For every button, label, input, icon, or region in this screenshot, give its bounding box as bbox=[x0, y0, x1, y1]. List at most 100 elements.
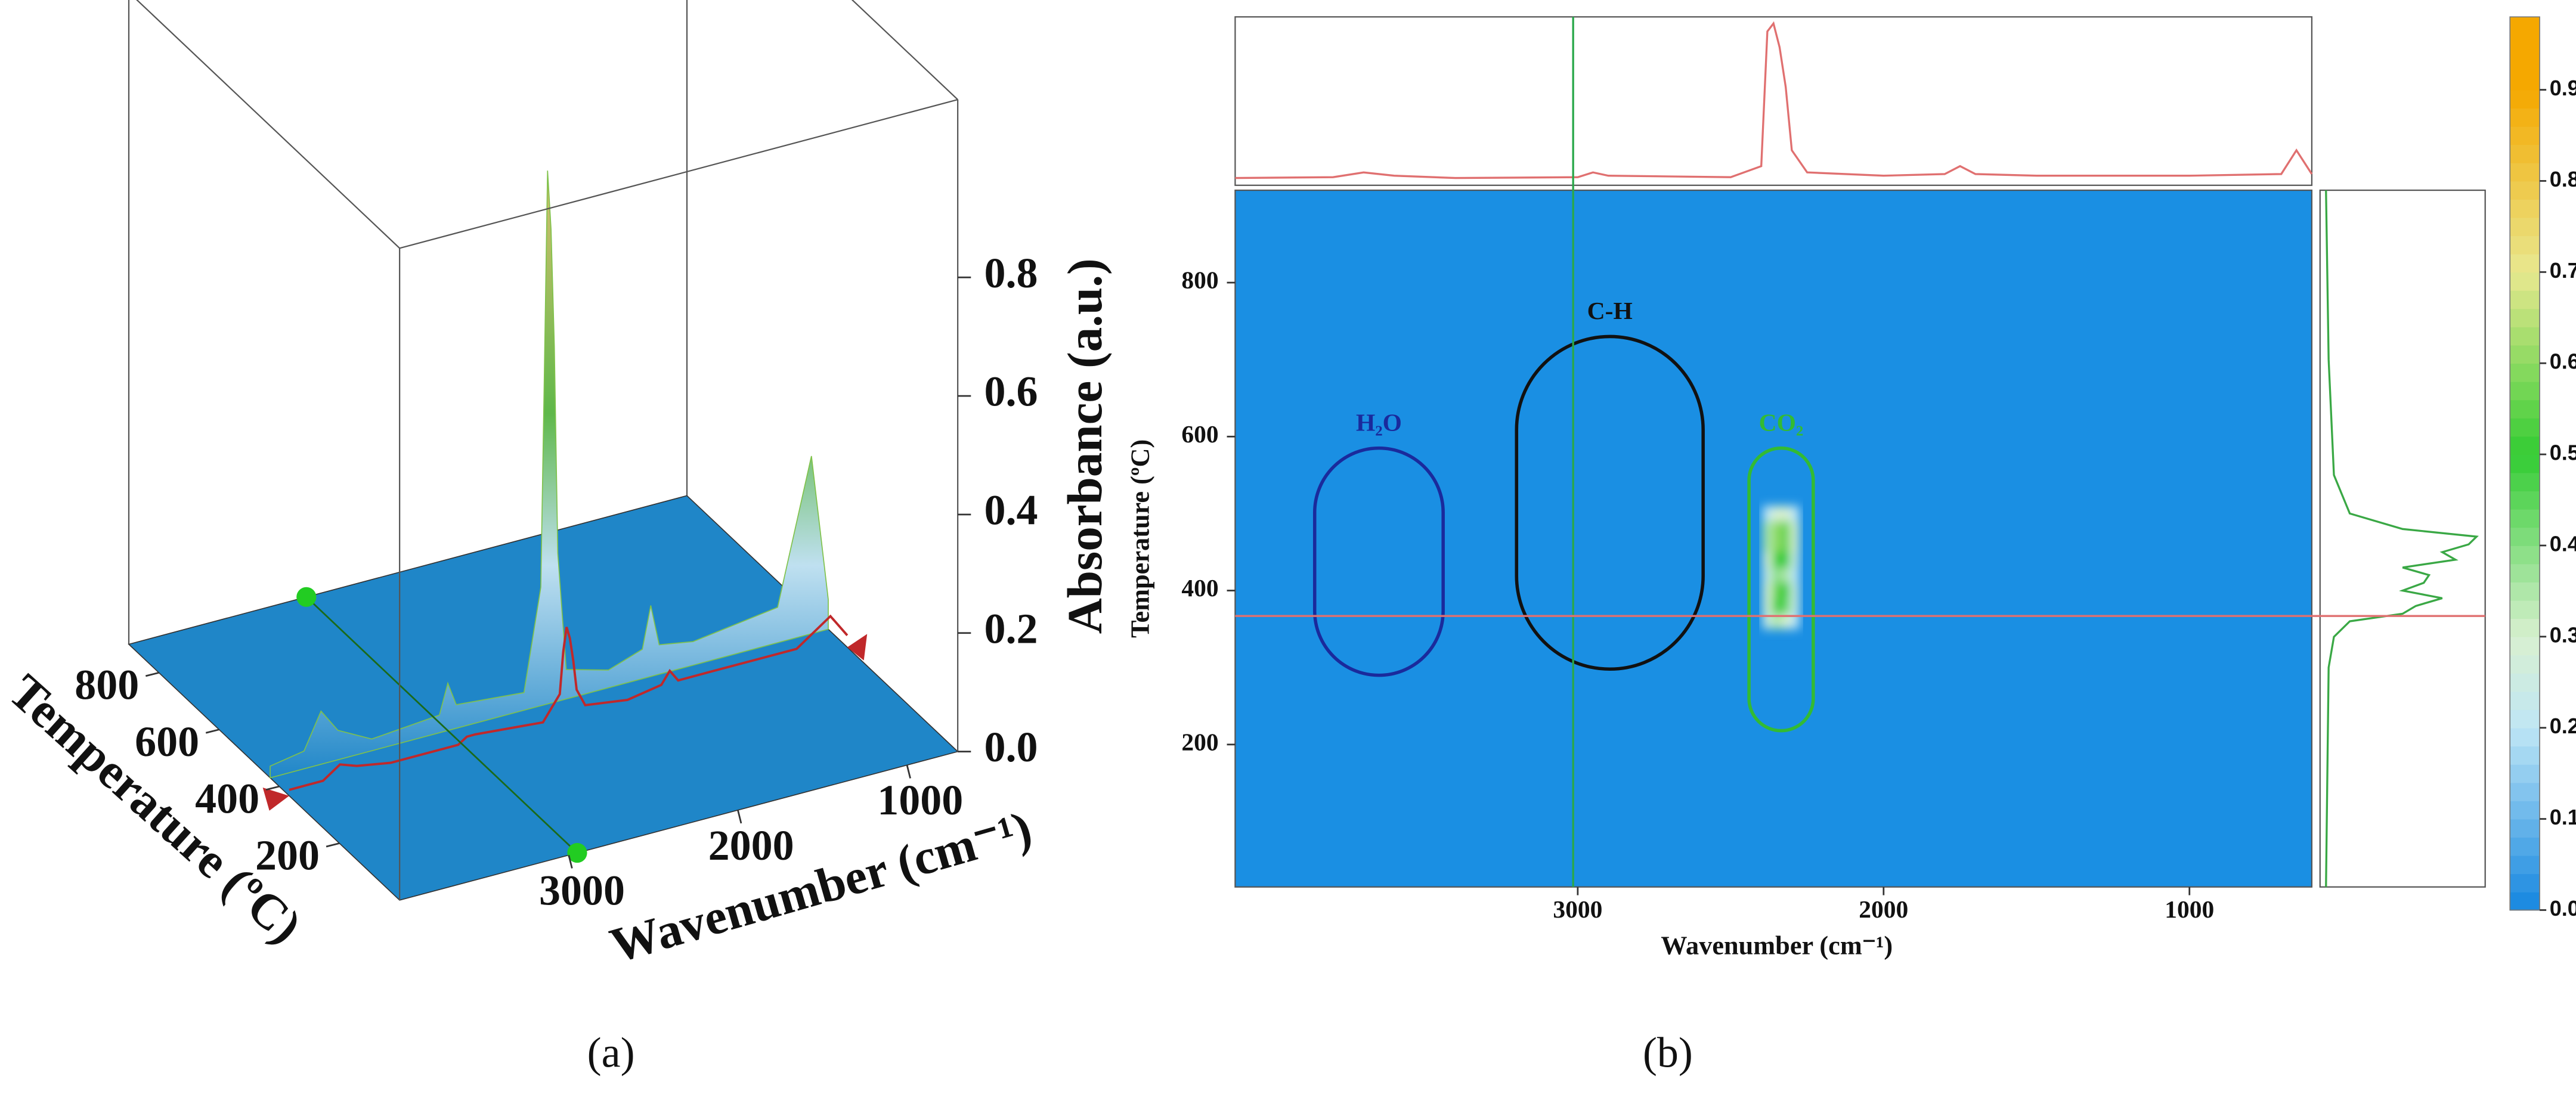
z-tick-label: 0.2 bbox=[984, 605, 1038, 652]
box-edge bbox=[851, 0, 958, 100]
heatmap-cell bbox=[1772, 613, 1781, 630]
colorbar-step bbox=[2510, 837, 2540, 856]
z-tick-label: 0.4 bbox=[984, 486, 1038, 534]
box-edge bbox=[399, 98, 958, 249]
y-tick bbox=[265, 785, 280, 791]
heatmap-cell bbox=[1763, 506, 1772, 522]
colorbar-step bbox=[2510, 891, 2540, 911]
colorbar-step bbox=[2510, 691, 2540, 710]
y-tick-label: 400 bbox=[195, 774, 259, 822]
heatmap-cell bbox=[1772, 551, 1781, 568]
colorbar-step bbox=[2510, 801, 2540, 820]
x-tick-label: 2000 bbox=[708, 822, 794, 869]
slice-line bbox=[305, 596, 578, 854]
colorbar-step bbox=[2510, 53, 2540, 72]
colorbar-step bbox=[2510, 454, 2540, 473]
heatmap-cell bbox=[1781, 551, 1791, 568]
z-tick-label: 0.0 bbox=[984, 723, 1038, 771]
colorbar-tick-label: 0.5 bbox=[2550, 441, 2576, 465]
x-tick-label: 3000 bbox=[1553, 895, 1602, 923]
colorbar-step bbox=[2510, 436, 2540, 455]
heatmap-cell bbox=[1781, 521, 1791, 537]
colorbar-step bbox=[2510, 144, 2540, 163]
colorbar-step bbox=[2510, 727, 2540, 747]
x-tick bbox=[737, 810, 742, 824]
colorbar-step bbox=[2510, 381, 2540, 401]
colorbar-step bbox=[2510, 491, 2540, 510]
heatmap-cell bbox=[1763, 537, 1772, 552]
annotation-outline bbox=[1515, 334, 1705, 671]
colorbar-step bbox=[2510, 655, 2540, 674]
colorbar-step bbox=[2510, 636, 2540, 656]
colorbar-frame bbox=[2509, 16, 2540, 911]
heatmap-cell bbox=[1772, 567, 1781, 583]
colorbar-step bbox=[2510, 162, 2540, 182]
heatmap-cell bbox=[1781, 598, 1791, 614]
colorbar-tick-label: 0.4 bbox=[2550, 531, 2576, 556]
colorbar-step bbox=[2510, 199, 2540, 218]
heatmap-cell bbox=[1772, 537, 1781, 552]
z-tick-label: 0.6 bbox=[984, 368, 1038, 416]
colorbar-step bbox=[2510, 764, 2540, 783]
colorbar-step bbox=[2510, 72, 2540, 91]
colorbar-step bbox=[2510, 563, 2540, 582]
heatmap-cell bbox=[1790, 598, 1800, 614]
colorbar-step bbox=[2510, 819, 2540, 838]
y-tick bbox=[145, 671, 159, 677]
x-tick bbox=[906, 764, 911, 779]
colorbar-step bbox=[2510, 35, 2540, 54]
colorbar-step bbox=[2510, 89, 2540, 109]
slice-marker bbox=[262, 787, 289, 811]
heatmap-cell bbox=[1763, 567, 1772, 583]
heatmap-cell bbox=[1781, 613, 1791, 630]
colorbar-step bbox=[2510, 272, 2540, 291]
heatmap-cell bbox=[1772, 506, 1781, 522]
colorbar-step bbox=[2510, 855, 2540, 875]
heatmap-cell bbox=[1781, 537, 1791, 552]
z-axis-title: Absorbance (a.u.) bbox=[1057, 258, 1112, 634]
panel-label: (a) bbox=[587, 1028, 635, 1076]
side-profile bbox=[2325, 190, 2479, 887]
colorbar-tick-label: 0.6 bbox=[2550, 349, 2576, 374]
colorbar-step bbox=[2510, 181, 2540, 200]
colorbar-step bbox=[2510, 290, 2540, 309]
heatmap-cell bbox=[1790, 551, 1800, 568]
slice-marker bbox=[847, 634, 868, 661]
colorbar-step bbox=[2510, 17, 2540, 36]
heatmap-cell bbox=[1790, 521, 1800, 537]
heatmap-cell bbox=[1763, 551, 1772, 568]
colorbar-tick-label: 0.1 bbox=[2550, 805, 2576, 829]
heatmap-cell bbox=[1790, 567, 1800, 583]
annotation-label: CO₂ bbox=[1759, 408, 1804, 436]
colorbar-step bbox=[2510, 417, 2540, 437]
colorbar-step bbox=[2510, 472, 2540, 492]
y-tick-label: 600 bbox=[135, 718, 199, 766]
heatmap-cell bbox=[1790, 506, 1800, 522]
y-axis-title: Temperature (ºC) bbox=[1125, 439, 1154, 638]
top-panel bbox=[1234, 16, 2313, 186]
colorbar-step bbox=[2510, 509, 2540, 528]
colorbar-step bbox=[2510, 235, 2540, 255]
heatmap-cell bbox=[1763, 598, 1772, 614]
x-tick-label: 2000 bbox=[1859, 895, 1908, 923]
colorbar-step bbox=[2510, 126, 2540, 145]
colorbar-step bbox=[2510, 399, 2540, 419]
colorbar-step bbox=[2510, 253, 2540, 273]
surface-peaks bbox=[270, 171, 829, 779]
colorbar-step bbox=[2510, 108, 2540, 127]
heatmap-cell bbox=[1790, 613, 1800, 630]
y-tick bbox=[205, 729, 219, 734]
slice-marker bbox=[296, 587, 317, 607]
x-tick-label: 1000 bbox=[2165, 895, 2214, 923]
heatmap-cell bbox=[1772, 582, 1781, 599]
colorbar-step bbox=[2510, 363, 2540, 382]
y-tick-label: 800 bbox=[75, 661, 139, 709]
heatmap-cell bbox=[1781, 582, 1791, 599]
colorbar-tick-label: 0.9 bbox=[2550, 76, 2576, 100]
colorbar-tick-label: 0.0 bbox=[2550, 896, 2576, 921]
y-tick-label: 200 bbox=[1181, 728, 1218, 755]
x-axis-title: Wavenumber (cm⁻¹) bbox=[1661, 931, 1893, 960]
side-panel bbox=[2319, 189, 2486, 888]
slice-spectrum bbox=[289, 614, 849, 791]
heatmap-cell bbox=[1790, 582, 1800, 599]
